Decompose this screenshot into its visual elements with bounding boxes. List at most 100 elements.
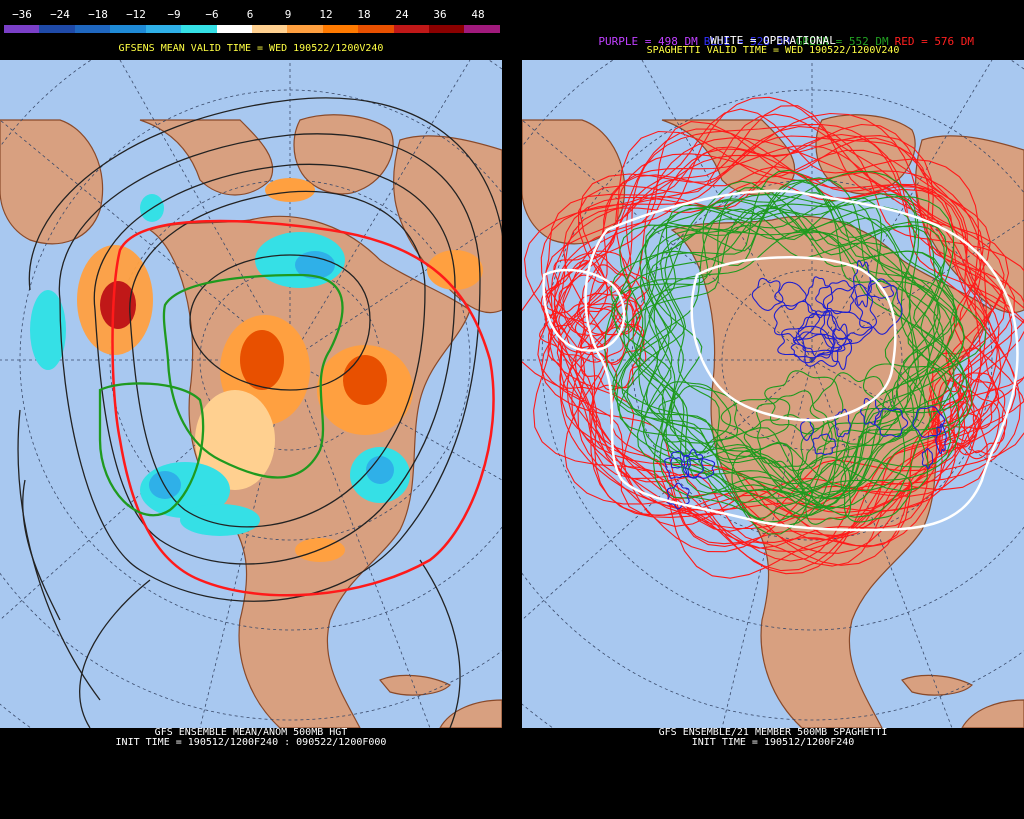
member-576-contour	[561, 113, 1005, 562]
scale-label: 18	[357, 8, 371, 21]
spaghetti-legend: PURPLE = 498 DM BLUE = 528 DM GREEN = 552 …	[522, 22, 1024, 61]
scale-label: 36	[433, 8, 447, 21]
member-528-contour	[664, 450, 691, 479]
member-552-cutoff	[809, 372, 900, 447]
member-528-contour	[822, 283, 878, 340]
member-528-contour	[670, 457, 683, 469]
member-528-contour	[684, 458, 716, 479]
scale-label: −6	[205, 8, 219, 21]
member-552-contour	[653, 229, 931, 500]
legend-operational: WHITE = OPERATIONAL	[710, 34, 836, 47]
member-528-contour	[834, 408, 851, 438]
member-576-cutoff	[927, 347, 1000, 442]
anomaly-color-scale	[4, 25, 500, 33]
member-576-contour	[537, 180, 1000, 572]
scale-label: 9	[284, 8, 292, 21]
scale-swatch	[358, 25, 394, 33]
member-576-cutoff	[539, 303, 627, 363]
member-552-cutoff	[720, 398, 791, 439]
member-528-contour	[853, 259, 872, 308]
scale-swatch	[216, 25, 252, 33]
scale-swatch	[251, 25, 288, 33]
contour-576	[111, 219, 495, 597]
scale-swatch	[287, 25, 323, 33]
contour-552-trough	[98, 382, 205, 517]
member-528-contour	[797, 310, 837, 359]
operational-contours	[542, 189, 1019, 532]
member-576-cutoff	[540, 260, 628, 353]
spaghetti-552-contours	[604, 169, 987, 535]
member-576-cutoff	[576, 264, 646, 336]
scale-label: 12	[319, 8, 333, 21]
left-valid-time: GFSENS MEAN VALID TIME = WED 190522/1200…	[118, 43, 384, 54]
member-576-contour	[533, 130, 1024, 579]
height-anomalies	[30, 178, 483, 562]
scale-swatch	[110, 25, 146, 33]
asia-east	[0, 119, 104, 245]
right-init-time: INIT TIME = 190512/1200F240	[691, 737, 855, 748]
legend-green: GREEN = 552 DM	[795, 35, 889, 48]
left-map	[0, 60, 502, 728]
greenland	[293, 114, 394, 195]
member-552-contour	[639, 177, 944, 499]
scale-label: −18	[88, 8, 108, 21]
right-map	[522, 60, 1024, 728]
scale-label: −36	[12, 8, 32, 21]
member-576-cutoff	[957, 379, 1006, 454]
member-552-contour	[619, 193, 952, 499]
spaghetti-map	[522, 60, 1024, 728]
legend-blue: BLUE = 528 DM	[703, 35, 790, 48]
scale-label: 6	[246, 8, 254, 21]
legend-red: RED = 576 DM	[894, 35, 975, 48]
member-552-contour	[623, 187, 973, 509]
scale-swatch	[429, 25, 465, 33]
member-528-contour	[795, 313, 847, 367]
member-552-cutoff	[731, 442, 804, 519]
member-552-contour	[647, 169, 968, 496]
eurasia	[139, 119, 274, 196]
member-552-cutoff	[797, 421, 850, 504]
scale-label: 48	[471, 8, 485, 21]
legend-purple: PURPLE = 498 DM	[598, 35, 698, 48]
member-576-cutoff	[554, 252, 632, 335]
scale-swatch	[39, 25, 75, 33]
member-528-contour	[683, 448, 704, 479]
south-america	[439, 699, 502, 728]
asia-east	[522, 119, 626, 245]
member-528-contour	[812, 433, 837, 455]
scale-label: 24	[395, 8, 409, 21]
member-552-contour	[604, 170, 920, 518]
member-528-contour	[854, 279, 903, 335]
member-576-cutoff	[579, 303, 647, 391]
member-576-contour	[522, 123, 991, 549]
left-title: GFS ENSEMBLE MEAN/ANOM 500MB HGT	[154, 727, 348, 738]
scale-label: −9	[167, 8, 181, 21]
member-528-contour	[873, 408, 909, 438]
member-576-contour	[559, 123, 1013, 516]
member-528-contour	[790, 331, 843, 359]
member-576-contour	[545, 148, 1017, 554]
member-528-contour	[751, 277, 784, 311]
scale-swatch	[145, 25, 182, 33]
member-552-cutoff	[658, 385, 739, 454]
scale-swatch	[464, 25, 500, 33]
member-552-cutoff	[862, 363, 947, 413]
member-552-cutoff	[743, 414, 815, 468]
member-552-contour	[645, 228, 965, 490]
scale-label: −24	[50, 8, 70, 21]
spaghetti-panel: PURPLE = 498 DM BLUE = 528 DM GREEN = 552 …	[522, 0, 1024, 819]
right-title: GFS ENSEMBLE/21 MEMBER 500MB SPAGHETTI	[658, 727, 888, 738]
member-552-contour	[626, 197, 926, 516]
member-528-contour	[921, 448, 934, 470]
scale-swatch	[4, 25, 40, 33]
panel-divider	[502, 0, 522, 819]
member-528-contour	[774, 281, 807, 311]
member-552-contour	[613, 192, 987, 510]
member-552-cutoff	[764, 370, 844, 435]
ensemble-mean-map	[0, 60, 502, 728]
left-init-time: INIT TIME = 190512/1200F240 : 090522/120…	[115, 737, 387, 748]
right-valid-time: SPAGHETTI VALID TIME = WED 190522/1200V2…	[646, 45, 900, 56]
member-528-contour	[777, 325, 835, 364]
member-576-contour	[523, 135, 998, 553]
anomaly-scale-labels: −36 −24 −18 −12 −9 −6 6 9 12 18 24 36 48	[4, 8, 500, 21]
